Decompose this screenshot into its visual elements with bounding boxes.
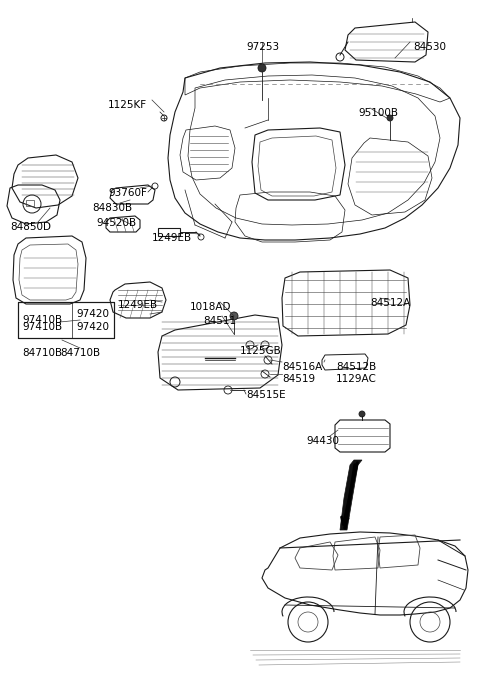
Bar bbox=[158, 228, 180, 236]
Text: 84850D: 84850D bbox=[10, 222, 51, 232]
Text: 97253: 97253 bbox=[246, 42, 279, 52]
Text: 97420: 97420 bbox=[76, 322, 109, 332]
Text: 84519: 84519 bbox=[282, 374, 315, 384]
Text: 1125KF: 1125KF bbox=[108, 100, 147, 110]
Text: 94430: 94430 bbox=[306, 436, 339, 446]
Polygon shape bbox=[340, 460, 362, 530]
Circle shape bbox=[258, 64, 266, 72]
Text: 1125GB: 1125GB bbox=[240, 346, 282, 356]
Text: 95100B: 95100B bbox=[358, 108, 398, 118]
Circle shape bbox=[387, 115, 393, 121]
Text: 1018AD: 1018AD bbox=[190, 302, 231, 312]
Text: 84511: 84511 bbox=[203, 316, 236, 326]
Text: 84516A: 84516A bbox=[282, 362, 322, 372]
Text: 84530: 84530 bbox=[413, 42, 446, 52]
Text: 94520B: 94520B bbox=[96, 218, 136, 228]
Text: 84710B: 84710B bbox=[22, 348, 62, 358]
Text: 84515E: 84515E bbox=[246, 390, 286, 400]
Bar bbox=[18, 302, 114, 338]
Bar bbox=[18, 302, 114, 338]
Text: 97410B: 97410B bbox=[22, 315, 62, 325]
Text: 93760F: 93760F bbox=[108, 188, 147, 198]
Text: 84830B: 84830B bbox=[92, 203, 132, 213]
Circle shape bbox=[359, 411, 365, 417]
Circle shape bbox=[230, 312, 238, 320]
Text: 97410B: 97410B bbox=[22, 322, 62, 332]
Text: 97420: 97420 bbox=[76, 309, 109, 319]
Text: 1129AC: 1129AC bbox=[336, 374, 377, 384]
Text: 84512B: 84512B bbox=[336, 362, 376, 372]
Text: 84512A: 84512A bbox=[370, 298, 410, 308]
Bar bbox=[26, 200, 34, 206]
Text: 1249EB: 1249EB bbox=[118, 300, 158, 310]
Text: 84710B: 84710B bbox=[60, 348, 100, 358]
Text: 1249EB: 1249EB bbox=[152, 233, 192, 243]
